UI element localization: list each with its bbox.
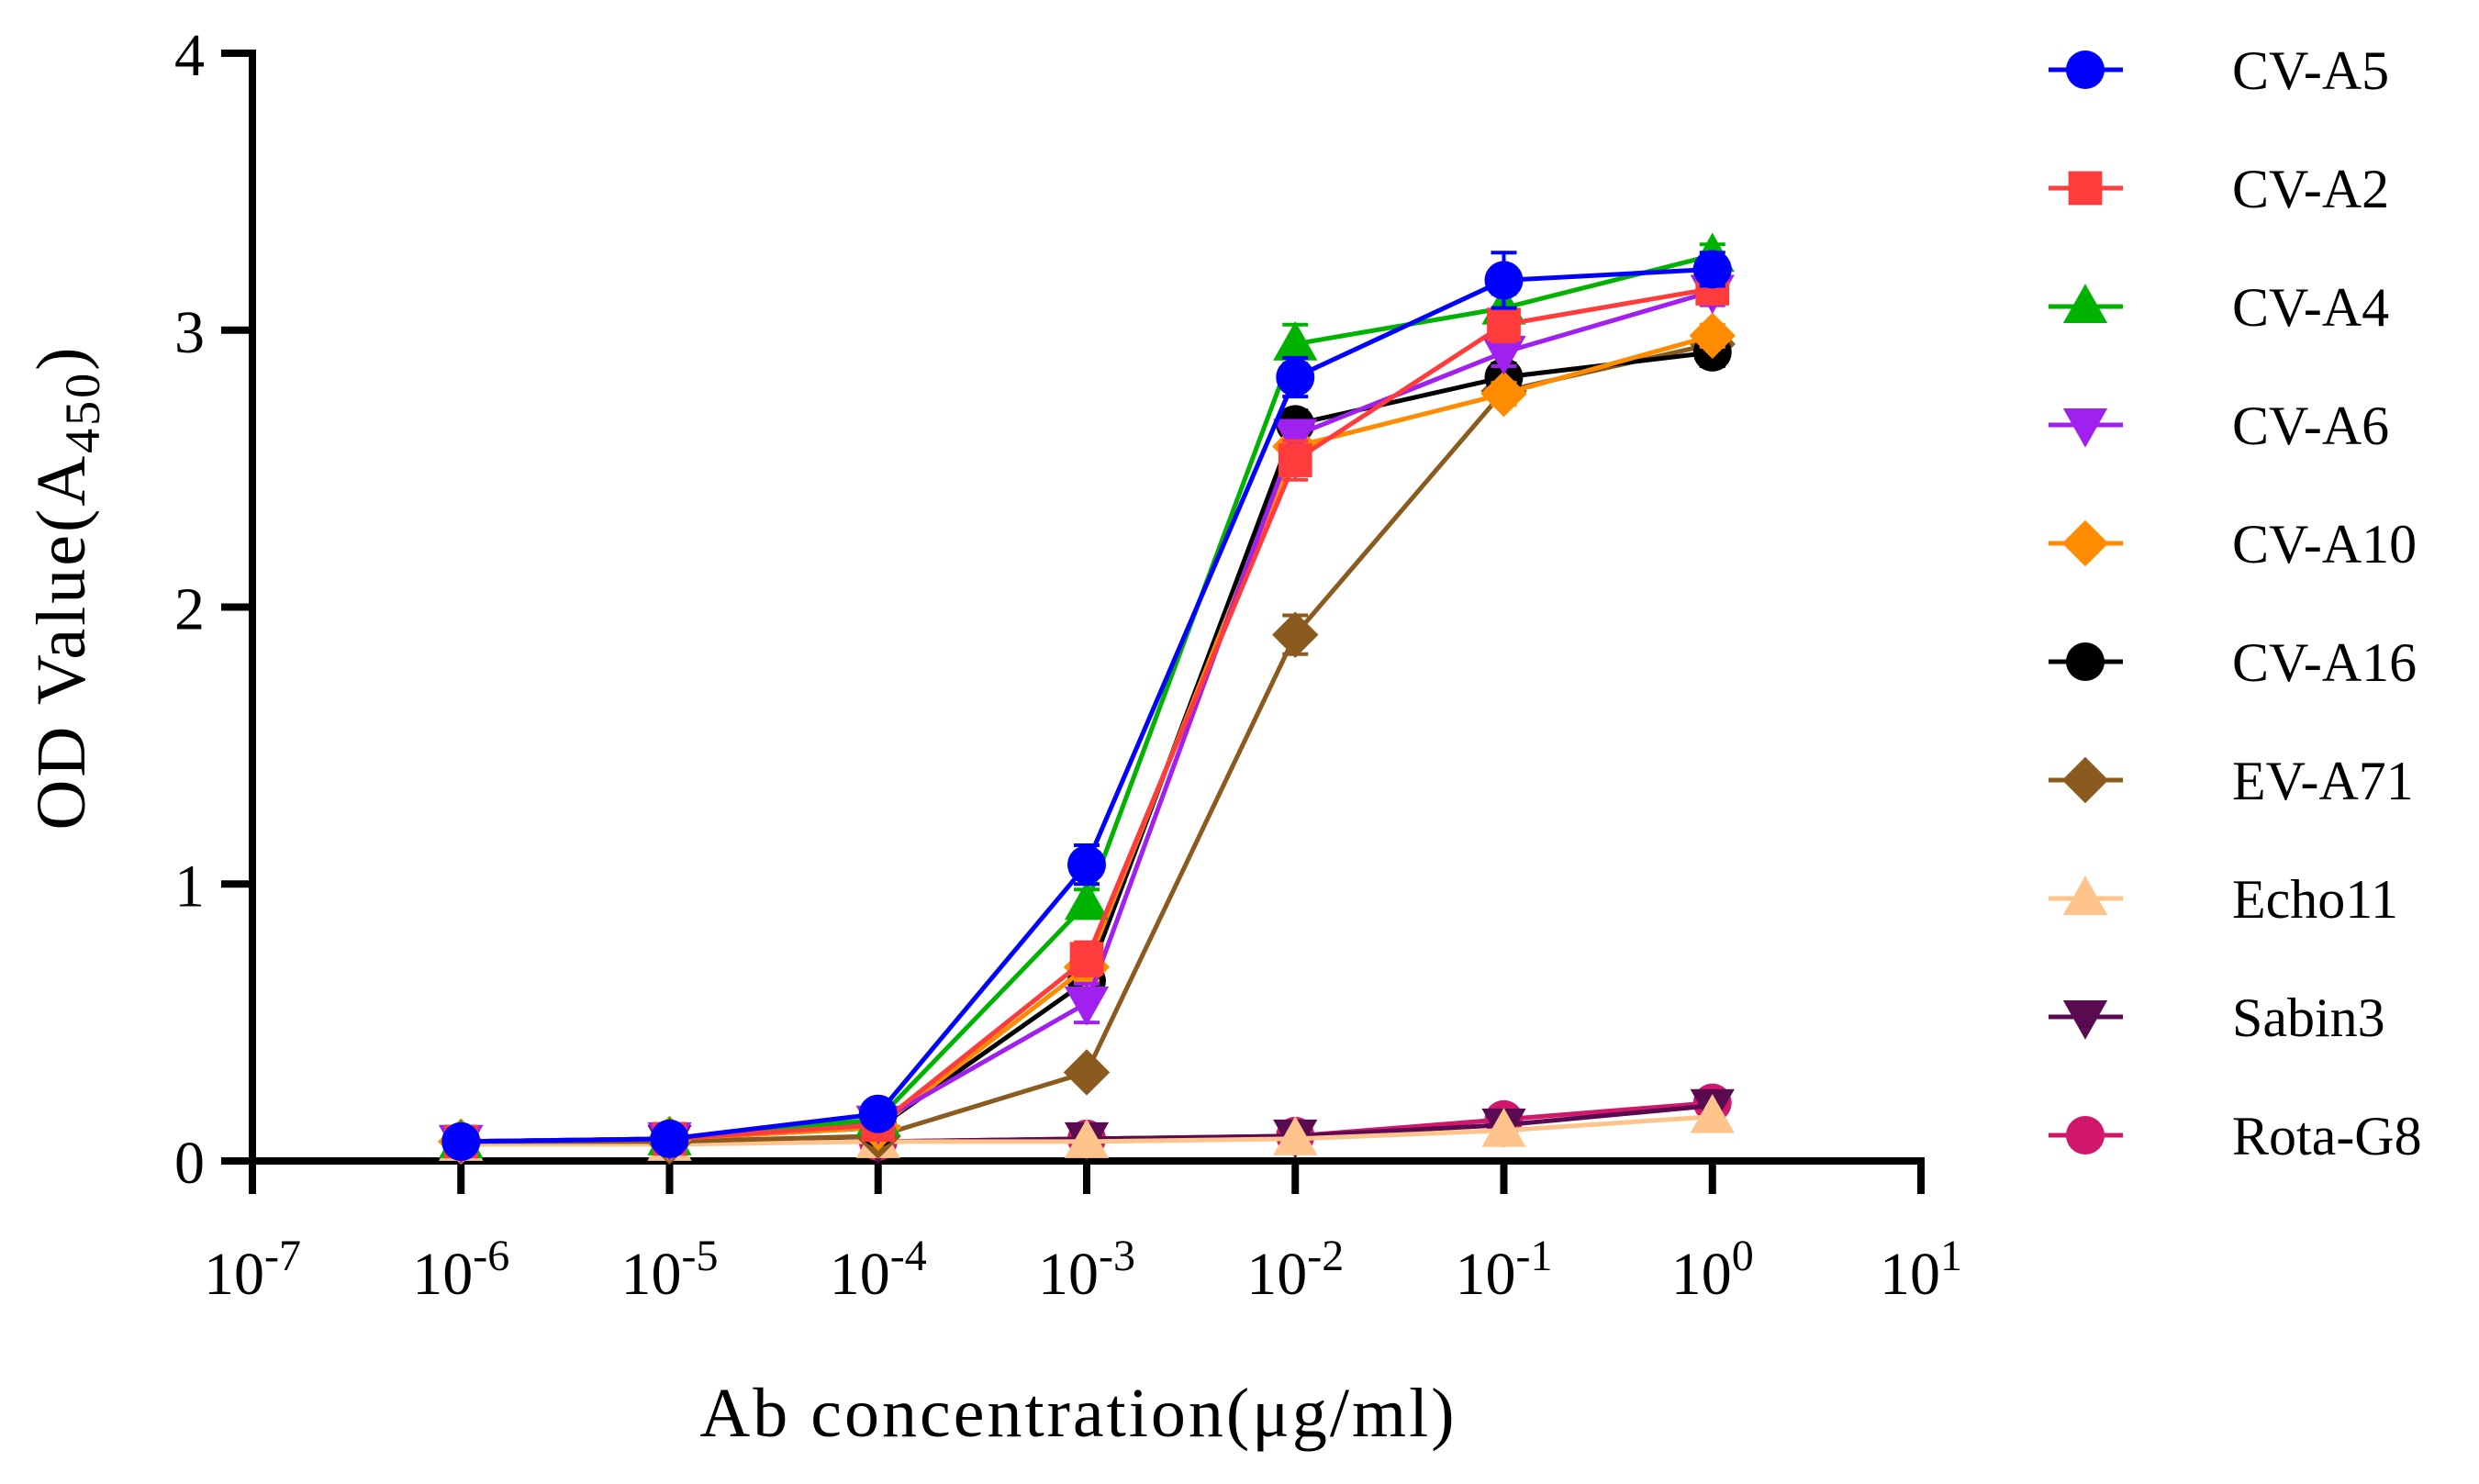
- y-tick-label: 2: [174, 576, 205, 643]
- legend-marker: [2062, 284, 2108, 323]
- y-axis-title-subscript: 450: [55, 371, 110, 453]
- x-axis-title: Ab concentration(μg/ml): [699, 1375, 1457, 1452]
- data-point-cv-a4: [1064, 880, 1110, 921]
- series-cv-a6: [439, 274, 1735, 1165]
- data-point-cv-a6: [1481, 335, 1526, 375]
- legend-marker: [2062, 408, 2108, 448]
- y-axis-title-close: ): [23, 345, 100, 371]
- y-axis-title-main: OD Value(A: [23, 453, 100, 831]
- data-point-cv-a10: [1480, 370, 1527, 418]
- series-cv-a10: [438, 312, 1736, 1166]
- legend-marker: [2062, 876, 2108, 915]
- x-tick-label: 10-7: [204, 1232, 301, 1308]
- series-cv-a16: [441, 332, 1732, 1161]
- data-point-echo11: [1481, 1108, 1526, 1147]
- legend-item-echo11: Echo11: [2049, 869, 2398, 930]
- legend-label: Sabin3: [2232, 987, 2385, 1048]
- legend-item-cv-a5: CV-A5: [2049, 40, 2389, 101]
- data-point-echo11: [1064, 1119, 1110, 1158]
- legend-item-ev-a71: EV-A71: [2049, 751, 2414, 811]
- legend: CV-A5 CV-A2 CV-A4 CV-A6 CV-A10 CV-A16 EV-A71 Ec…: [2049, 40, 2422, 1166]
- axes: 0 1 2 3 4 10-7 10-6 10-5 10-4 10-3 10-2 10-1 100 101: [174, 22, 1962, 1308]
- x-tick-label: 10-6: [412, 1232, 509, 1308]
- legend-marker: [2066, 1116, 2105, 1155]
- legend-label: CV-A16: [2232, 632, 2417, 693]
- legend-item-sabin3: Sabin3: [2049, 987, 2385, 1048]
- data-point-cv-a5: [1276, 358, 1315, 397]
- series-ev-a71: [438, 320, 1736, 1166]
- legend-marker: [2066, 642, 2105, 681]
- x-tick-label: 10-5: [621, 1232, 719, 1308]
- data-point-ev-a71: [1272, 611, 1319, 658]
- data-point-cv-a5: [1484, 261, 1524, 300]
- data-point-echo11: [1273, 1116, 1318, 1155]
- data-point-cv-a5: [1067, 845, 1106, 885]
- data-point-cv-a5: [1692, 250, 1732, 289]
- series-cv-a5: [441, 250, 1732, 1161]
- y-axis-title: OD Value(A450): [23, 345, 110, 831]
- data-point-echo11: [1690, 1093, 1735, 1133]
- legend-marker: [2066, 50, 2105, 89]
- data-point-cv-a6: [1064, 987, 1110, 1026]
- data-point-cv-a2: [1069, 942, 1104, 976]
- x-tick-label: 10-3: [1038, 1232, 1135, 1308]
- data-point-cv-a5: [441, 1121, 481, 1161]
- legend-label: CV-A2: [2232, 159, 2389, 219]
- legend-item-cv-a6: CV-A6: [2049, 396, 2389, 456]
- legend-item-cv-a16: CV-A16: [2049, 632, 2417, 693]
- y-tick-label: 1: [174, 853, 205, 920]
- y-tick-label: 4: [174, 22, 205, 89]
- legend-label: CV-A4: [2232, 277, 2389, 338]
- y-tick-label: 3: [174, 299, 205, 366]
- legend-label: CV-A6: [2232, 396, 2389, 456]
- x-tick-label: 10-1: [1456, 1232, 1553, 1308]
- legend-label: Rota-G8: [2232, 1106, 2422, 1166]
- x-tick-label: 101: [1880, 1232, 1962, 1308]
- legend-marker: [2061, 756, 2109, 804]
- legend-label: CV-A10: [2232, 514, 2417, 575]
- legend-label: Echo11: [2232, 869, 2398, 930]
- data-point-cv-a5: [650, 1119, 689, 1158]
- data-point-cv-a10: [1689, 312, 1736, 359]
- plot-area: [438, 232, 1736, 1166]
- legend-marker: [2061, 519, 2109, 567]
- series-echo11: [439, 1093, 1735, 1161]
- data-point-cv-a2: [1487, 307, 1521, 342]
- legend-item-cv-a10: CV-A10: [2049, 514, 2417, 575]
- data-point-cv-a6: [1273, 418, 1318, 459]
- x-tick-label: 10-4: [830, 1232, 927, 1308]
- data-point-ev-a71: [1063, 1049, 1111, 1096]
- data-point-cv-a4: [1273, 321, 1318, 361]
- data-point-cv-a5: [858, 1094, 898, 1133]
- legend-item-rota-g8: Rota-G8: [2049, 1106, 2422, 1166]
- x-tick-label: 10-2: [1246, 1232, 1344, 1308]
- legend-item-cv-a2: CV-A2: [2049, 159, 2389, 219]
- data-point-cv-a2: [1278, 443, 1312, 477]
- legend-marker: [2062, 1000, 2108, 1040]
- y-tick-label: 0: [174, 1130, 205, 1197]
- legend-marker: [2068, 171, 2103, 206]
- legend-item-cv-a4: CV-A4: [2049, 277, 2389, 338]
- legend-label: EV-A71: [2232, 751, 2414, 811]
- x-tick-label: 100: [1671, 1232, 1754, 1308]
- legend-label: CV-A5: [2232, 40, 2389, 101]
